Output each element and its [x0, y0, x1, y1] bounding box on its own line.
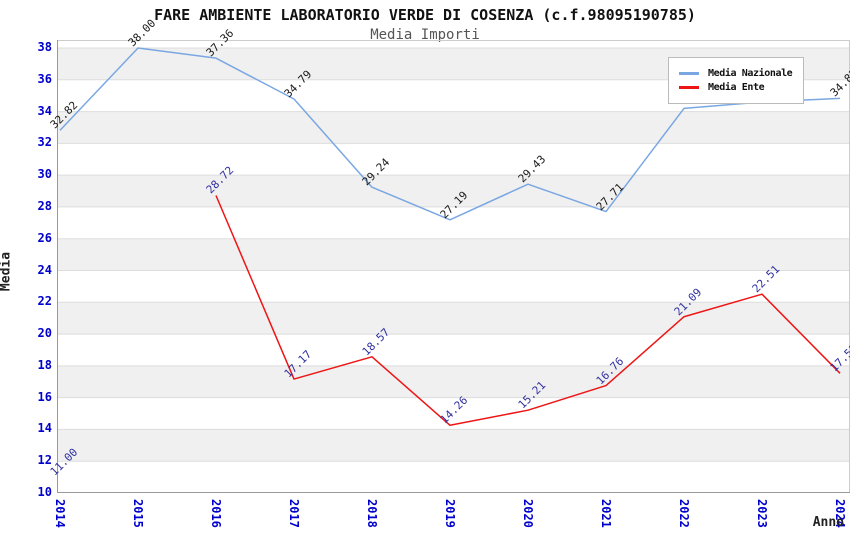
x-tick-label: 2022	[677, 499, 691, 528]
y-tick-label: 24	[37, 262, 52, 277]
plot-band	[57, 461, 850, 493]
y-tick-label: 34	[37, 103, 52, 118]
legend-label: Media Nazionale	[708, 68, 793, 79]
x-tick-label: 2014	[53, 499, 67, 528]
plot-band	[57, 270, 850, 303]
plot-region	[57, 40, 850, 493]
x-tick-label: 2021	[599, 499, 613, 528]
plot-band	[57, 429, 850, 462]
x-tick-label: 2019	[443, 499, 457, 528]
plot-band	[57, 365, 850, 398]
line-swatch-blue-icon	[679, 72, 699, 75]
y-tick-label: 30	[37, 167, 52, 182]
y-tick-label: 20	[37, 326, 52, 341]
plot-band	[57, 143, 850, 176]
plot-area	[57, 40, 850, 493]
x-tick-label: 2017	[287, 499, 301, 528]
y-tick-label: 10	[37, 485, 52, 499]
x-tick-label: 2016	[209, 499, 223, 528]
y-tick-label: 32	[37, 135, 52, 150]
legend-item-ente: Media Ente	[679, 82, 792, 93]
x-tick-label: 2020	[521, 499, 535, 528]
plot-band	[57, 175, 850, 207]
y-tick-label: 16	[37, 389, 52, 404]
y-tick-label: 26	[37, 230, 52, 245]
series-line-0	[59, 47, 841, 221]
y-tick-label: 38	[37, 40, 52, 54]
series-line-1	[215, 195, 841, 427]
x-axis-title: Anno	[812, 515, 844, 530]
plot-band	[57, 238, 850, 271]
y-tick-label: 22	[37, 294, 52, 309]
y-tick-label: 12	[37, 453, 52, 468]
y-tick-label: 14	[37, 421, 52, 436]
y-tick-label: 36	[37, 71, 52, 86]
plot-band	[57, 334, 850, 366]
x-tick-label: 2015	[131, 499, 145, 528]
line-swatch-red-icon	[679, 86, 699, 89]
x-tick-label: 2018	[365, 499, 379, 528]
x-tick-label: 2023	[755, 499, 769, 528]
legend: Media Nazionale Media Ente	[668, 57, 805, 104]
y-axis-title: Media	[0, 251, 14, 292]
plot-band	[57, 302, 850, 335]
chart-subtitle: Media Importi	[370, 27, 480, 43]
legend-item-nazionale: Media Nazionale	[679, 68, 793, 79]
plot-band	[57, 111, 850, 144]
legend-label: Media Ente	[708, 82, 765, 93]
chart-title: FARE AMBIENTE LABORATORIO VERDE DI COSEN…	[154, 6, 696, 24]
y-tick-label: 18	[37, 357, 52, 372]
plot-band	[57, 206, 850, 239]
y-tick-label: 28	[37, 198, 52, 213]
